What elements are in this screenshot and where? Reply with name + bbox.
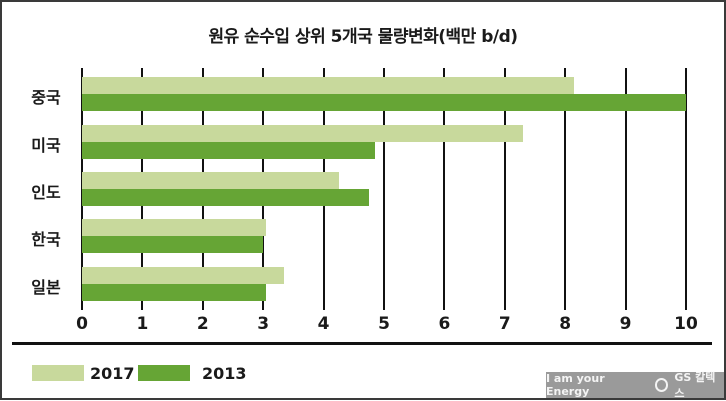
category-label: 중국 [31, 88, 61, 107]
brand-watermark: I am your Energy GS 칼텍스 [546, 371, 724, 400]
legend-swatch-2017 [32, 365, 84, 381]
x-tick-label: 7 [498, 314, 511, 334]
x-tick-label: 1 [136, 314, 149, 334]
bar-2013 [82, 142, 375, 159]
gridline-10 [685, 68, 687, 310]
x-tick-label: 9 [619, 314, 632, 334]
gs-logo-icon [654, 378, 669, 392]
x-tick-label: 5 [378, 314, 390, 334]
bar-2013 [82, 94, 686, 111]
x-tick-label: 8 [559, 314, 572, 334]
gridline-8 [564, 68, 567, 310]
legend-label-2017: 2017 [90, 363, 135, 383]
category-label: 인도 [31, 183, 61, 202]
category-label: 미국 [31, 136, 61, 155]
plot-area [81, 68, 702, 310]
bar-2017 [82, 172, 339, 189]
brand-slogan: I am your Energy [546, 372, 605, 398]
bar-2017 [82, 125, 523, 142]
bar-2013 [82, 189, 369, 206]
gridline-6 [443, 68, 446, 310]
legend-swatch-2013 [138, 365, 190, 381]
bar-2017 [82, 267, 285, 284]
x-tick-label: 4 [317, 314, 330, 334]
x-tick-label: 10 [674, 314, 698, 334]
category-label: 일본 [31, 278, 61, 297]
x-tick-label: 6 [438, 314, 451, 334]
bar-2017 [82, 219, 267, 236]
bar-2017 [82, 77, 575, 94]
legend-label-2013: 2013 [202, 363, 247, 383]
gridline-5 [383, 68, 385, 310]
category-label: 한국 [31, 230, 61, 249]
x-tick-label: 0 [76, 314, 88, 334]
x-tick-label: 2 [196, 314, 209, 334]
gridline-9 [624, 68, 627, 310]
gridline-7 [503, 68, 506, 310]
chart-title: 원유 순수입 상위 5개국 물량변화(백만 b/d) [208, 27, 518, 47]
bar-2013 [82, 284, 267, 301]
bar-2013 [82, 236, 264, 253]
x-axis-line [12, 342, 712, 345]
brand-company: GS 칼텍스 [674, 371, 716, 400]
x-tick-label: 3 [257, 314, 270, 334]
legend-item-2017: 2017 [32, 363, 135, 383]
legend-item-2013: 2013 [138, 363, 247, 383]
